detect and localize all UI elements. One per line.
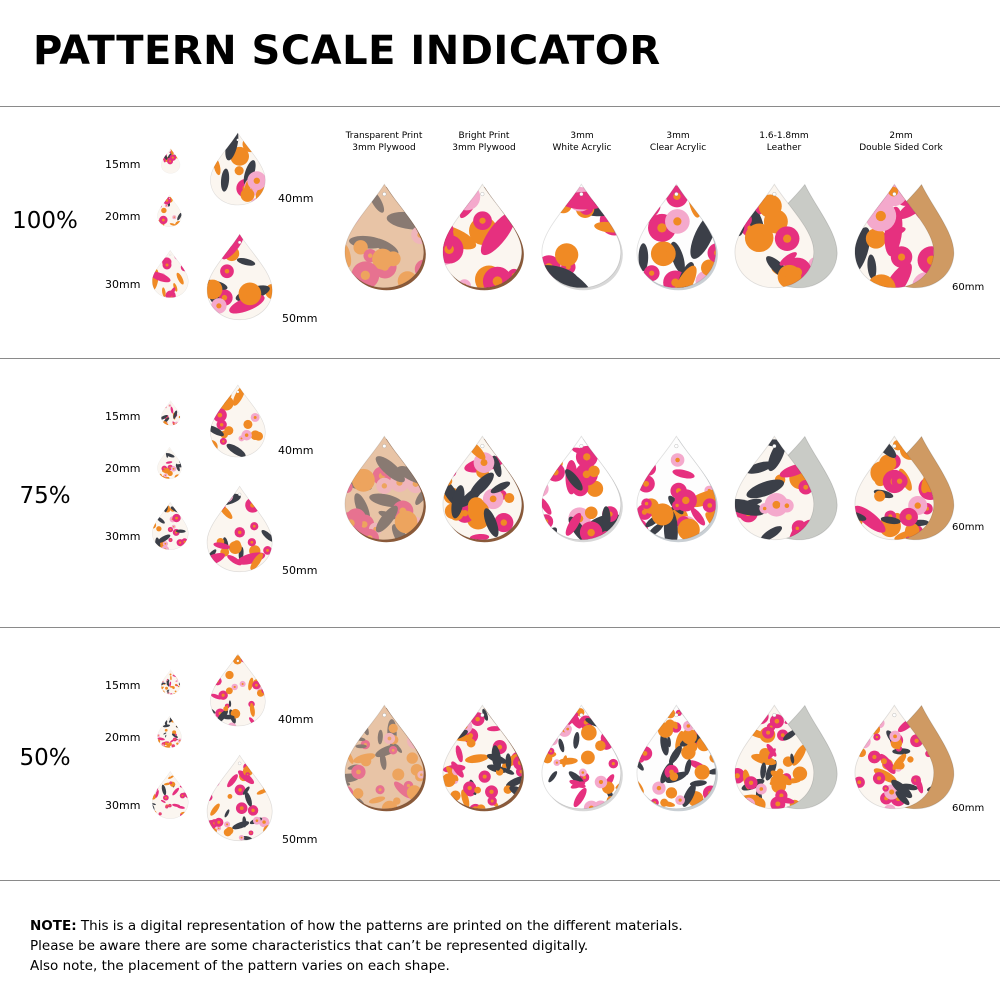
size-swatch-15mm bbox=[161, 148, 181, 174]
divider bbox=[0, 627, 1000, 628]
size-swatch-30mm bbox=[152, 250, 189, 298]
scale-label: 100% bbox=[12, 208, 78, 234]
size-swatch-40mm bbox=[210, 384, 266, 458]
material-drop-1 bbox=[442, 435, 524, 543]
large-size-label: 60mm bbox=[952, 803, 985, 814]
size-swatch-20mm bbox=[157, 447, 182, 479]
scale-label: 50% bbox=[19, 745, 71, 771]
size-label: 15mm bbox=[105, 679, 141, 692]
material-drop-0 bbox=[344, 704, 426, 812]
material-drop-1 bbox=[442, 183, 524, 291]
size-swatch-50mm bbox=[206, 754, 273, 842]
size-label: 50mm bbox=[282, 312, 318, 325]
material-drop-4 bbox=[734, 183, 838, 289]
size-swatch-50mm bbox=[206, 485, 273, 573]
size-label: 50mm bbox=[282, 833, 318, 846]
material-drop-4 bbox=[734, 435, 838, 541]
material-drop-2 bbox=[541, 183, 623, 291]
material-drop-1 bbox=[442, 704, 524, 812]
note-label: NOTE: bbox=[30, 918, 77, 934]
divider bbox=[0, 358, 1000, 359]
size-label: 15mm bbox=[105, 410, 141, 423]
size-swatch-20mm bbox=[157, 716, 182, 748]
large-size-label: 60mm bbox=[952, 522, 985, 533]
note: NOTE: This is a digital representation o… bbox=[30, 916, 683, 976]
size-label: 40mm bbox=[278, 444, 314, 457]
size-swatch-50mm bbox=[206, 233, 273, 321]
size-swatch-20mm bbox=[157, 195, 182, 227]
size-swatch-15mm bbox=[161, 400, 181, 426]
size-swatch-40mm bbox=[210, 132, 266, 206]
material-header-bright-plywood: Bright Print 3mm Plywood bbox=[452, 131, 516, 153]
size-label: 40mm bbox=[278, 192, 314, 205]
size-label: 40mm bbox=[278, 713, 314, 726]
scale-label: 75% bbox=[19, 483, 71, 509]
note-line-3: Also note, the placement of the pattern … bbox=[30, 958, 450, 974]
size-label: 20mm bbox=[105, 462, 141, 475]
size-label: 30mm bbox=[105, 530, 141, 543]
material-drop-2 bbox=[541, 435, 623, 543]
size-swatch-15mm bbox=[161, 669, 181, 695]
note-line-2: Please be aware there are some character… bbox=[30, 938, 589, 954]
scale-row-1: 75% 15mm 20mm 30mm 40mm 50mm 60mm bbox=[0, 358, 1000, 608]
material-header-leather: 1.6-1.8mm Leather bbox=[759, 131, 809, 153]
size-label: 20mm bbox=[105, 210, 141, 223]
size-label: 30mm bbox=[105, 278, 141, 291]
size-label: 50mm bbox=[282, 564, 318, 577]
size-label: 15mm bbox=[105, 158, 141, 171]
size-label: 20mm bbox=[105, 731, 141, 744]
size-swatch-30mm bbox=[152, 502, 189, 550]
size-swatch-30mm bbox=[152, 771, 189, 819]
size-swatch-40mm bbox=[210, 653, 266, 727]
note-line-1: This is a digital representation of how … bbox=[76, 918, 683, 934]
material-header-white-acrylic: 3mm White Acrylic bbox=[552, 131, 612, 153]
material-drop-0 bbox=[344, 183, 426, 291]
material-drop-2 bbox=[541, 704, 623, 812]
size-label: 30mm bbox=[105, 799, 141, 812]
material-drop-4 bbox=[734, 704, 838, 810]
material-drop-5 bbox=[854, 435, 955, 541]
scale-row-0: 100% 15mm 20mm 30mm 40mm 50mm 60mm bbox=[0, 106, 1000, 356]
material-drop-3 bbox=[636, 704, 718, 812]
divider bbox=[0, 106, 1000, 107]
large-size-label: 60mm bbox=[952, 282, 985, 293]
material-drop-3 bbox=[636, 435, 718, 543]
divider bbox=[0, 880, 1000, 881]
material-header-transparent-plywood: Transparent Print 3mm Plywood bbox=[345, 131, 423, 153]
material-drop-3 bbox=[636, 183, 718, 291]
material-header-cork: 2mm Double Sided Cork bbox=[859, 131, 943, 153]
material-drop-0 bbox=[344, 435, 426, 543]
scale-row-2: 50% 15mm 20mm 30mm 40mm 50mm 60mm bbox=[0, 627, 1000, 877]
material-drop-5 bbox=[854, 704, 955, 810]
material-header-clear-acrylic: 3mm Clear Acrylic bbox=[649, 131, 707, 153]
material-drop-5 bbox=[854, 183, 955, 289]
page-title: PATTERN SCALE INDICATOR bbox=[33, 28, 661, 74]
